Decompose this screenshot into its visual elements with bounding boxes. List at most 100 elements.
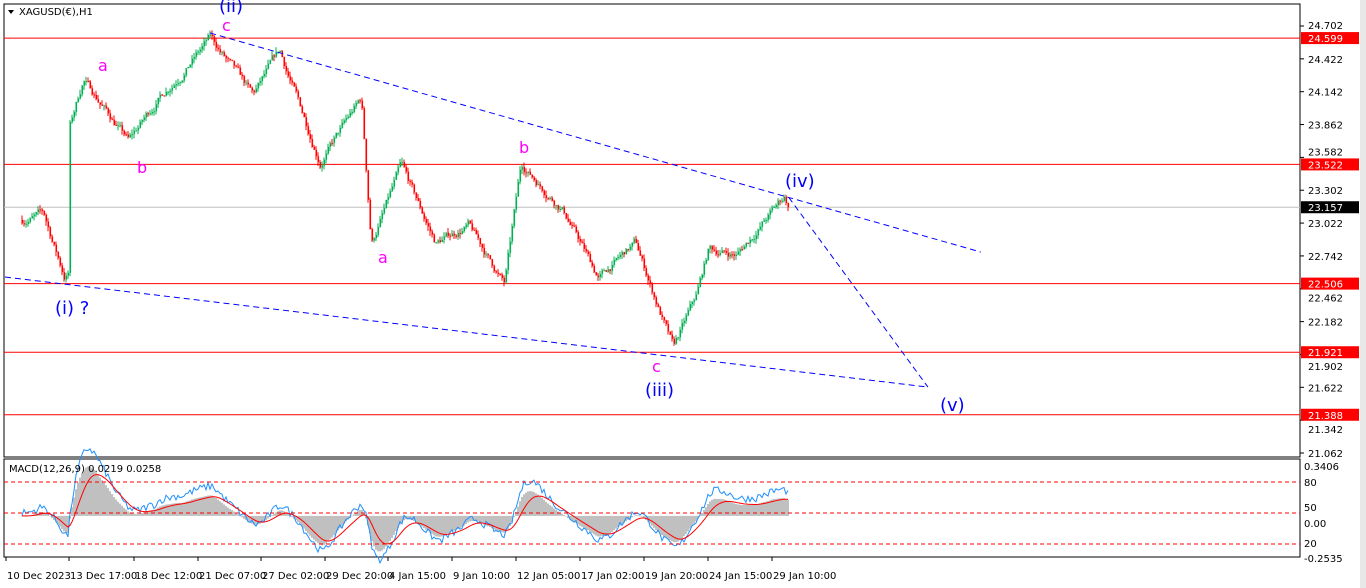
candle-body [249,84,252,88]
candle-body [395,172,398,180]
candle-body [639,250,642,256]
price-panel[interactable] [3,3,1301,458]
macd-histogram-bar [724,499,727,516]
candle-body [679,329,682,338]
candle-body [471,223,474,230]
y-tick-label: 21.622 [1308,383,1343,394]
candle-body [393,179,396,187]
candle-body [413,184,416,193]
candle-body [87,81,90,83]
macd-histogram-bar [674,515,677,543]
candle-body [375,234,378,239]
candle-body [327,146,330,154]
candle-body [739,249,742,252]
macd-histogram-bar [470,515,473,522]
macd-histogram-bar [786,500,789,516]
macd-histogram-bar [318,515,321,545]
candle-body [317,156,320,163]
candle-body [573,225,576,227]
macd-histogram-bar [184,501,187,516]
candle-body [323,159,326,166]
candle-body [451,233,454,237]
candle-body [761,221,764,227]
macd-histogram-bar [776,498,779,516]
candle-body [109,113,112,120]
macd-histogram-bar [554,509,557,516]
candle-body [251,87,254,91]
wave-label: b [519,138,529,157]
candle-body [353,106,356,112]
candle-body [539,184,542,187]
macd-histogram-bar [596,515,599,537]
macd-histogram-bar [370,515,373,542]
macd-histogram-bar [548,505,551,516]
candle-body [701,274,704,279]
macd-histogram-bar [490,515,493,529]
candle-body [387,197,390,200]
macd-histogram-bar [750,504,753,516]
current-price-label: 23.157 [1308,203,1343,214]
candle-body [81,85,84,95]
candle-body [295,86,298,92]
candle-body [787,202,790,208]
macd-histogram-bar [504,515,507,532]
macd-histogram-bar [354,512,357,516]
level-price-label: 23.522 [1308,160,1343,171]
level-price-label: 21.388 [1308,411,1343,422]
macd-histogram-bar [758,503,761,516]
candle-body [67,272,70,276]
candle-body [501,274,504,278]
macd-histogram-bar [100,480,103,516]
candle-body [439,240,442,243]
candle-body [117,125,120,127]
candle-body [275,51,278,57]
candle-body [449,235,452,237]
macd-histogram-bar [568,515,571,520]
macd-histogram-bar [518,501,521,516]
macd-histogram-bar [144,511,147,516]
trendline [788,197,929,388]
triangle-down-icon[interactable] [8,10,14,14]
macd-histogram-bar [636,515,639,516]
candle-body [425,218,428,224]
macd-histogram-bar [688,515,691,529]
candle-body [783,196,786,201]
macd-histogram-bar [558,512,561,516]
macd-panel[interactable] [3,458,1301,558]
candle-body [577,232,580,239]
candle-body [727,252,730,257]
candle-body [463,226,466,232]
candle-body [95,94,98,100]
macd-histogram-bar [274,512,277,516]
macd-histogram-bar [224,506,227,516]
macd-histogram-bar [752,504,755,516]
candle-body [675,338,678,344]
macd-histogram-bar [296,515,299,523]
macd-histogram-bar [690,515,693,527]
macd-histogram-bar [478,515,481,523]
macd-histogram-bar [82,469,85,516]
candle-body [607,269,610,272]
macd-histogram-bar [742,505,745,516]
candle-body [139,121,142,128]
macd-histogram-bar [188,500,191,516]
indicator-axis-label: 50 [1304,503,1317,514]
candle-body [381,213,384,220]
candle-body [173,85,176,88]
candle-body [707,248,710,260]
macd-histogram-bar [444,515,447,535]
macd-histogram-bar [42,512,45,516]
x-tick-label: 27 Dec 02:00 [262,571,329,582]
macd-histogram-bar [174,503,177,516]
macd-histogram-bar [332,515,335,536]
candle-body [25,223,28,225]
macd-histogram-bar [270,515,273,516]
candle-body [187,66,190,69]
candle-body [489,255,492,260]
macd-histogram-bar [774,498,777,516]
candle-body [301,106,304,113]
candle-body [237,66,240,68]
macd-histogram-bar [388,515,391,542]
candle-body [373,238,376,241]
candle-body [177,83,180,85]
